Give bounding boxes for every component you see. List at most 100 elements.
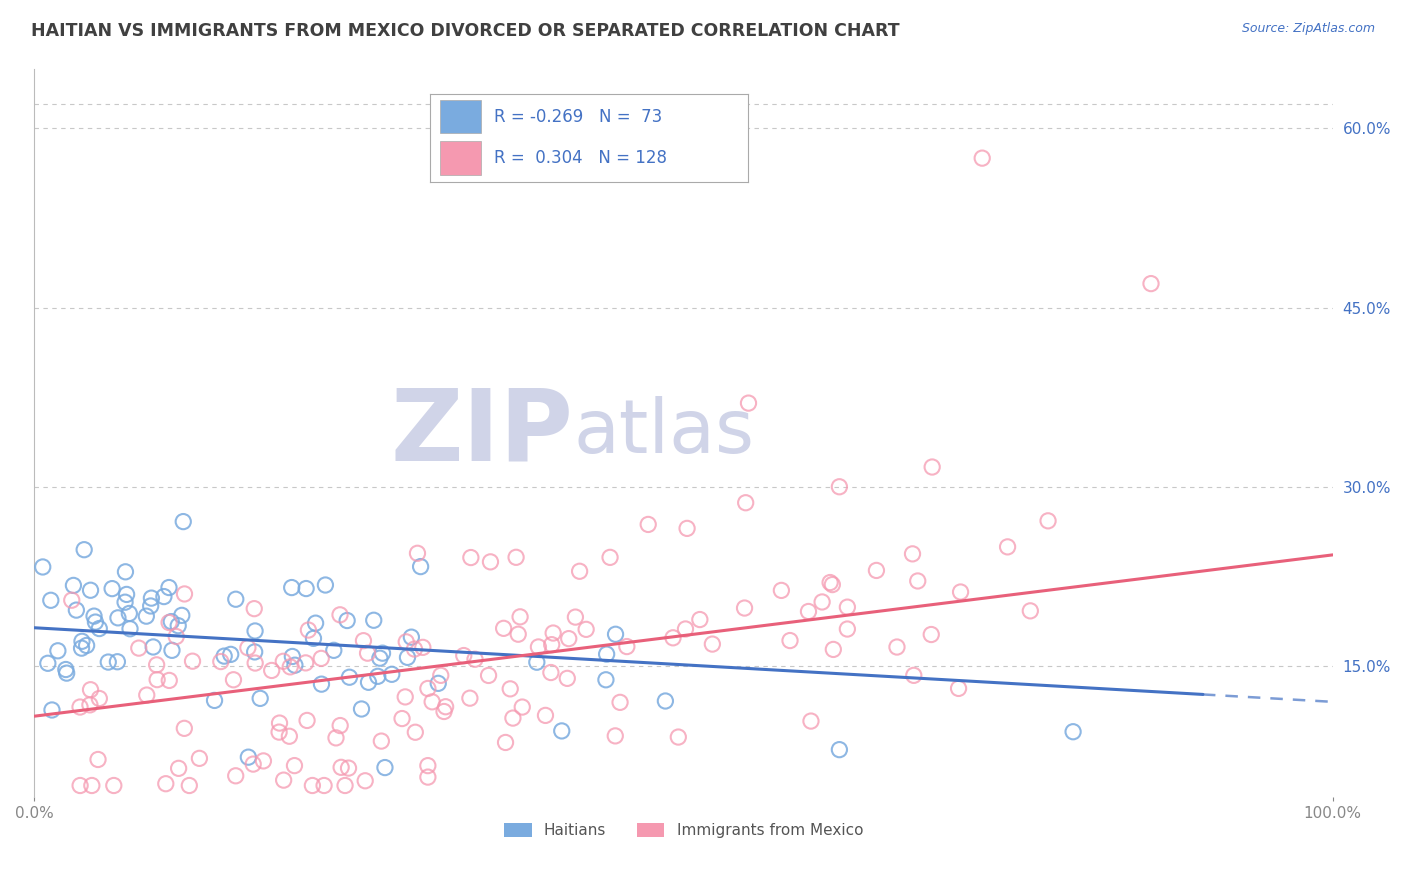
Point bbox=[145, 657, 167, 672]
Point bbox=[675, 622, 697, 636]
Point bbox=[311, 677, 333, 691]
Point bbox=[219, 648, 242, 662]
Point bbox=[173, 587, 195, 601]
Point bbox=[181, 654, 204, 668]
Point bbox=[416, 758, 439, 772]
Point bbox=[269, 716, 291, 731]
Point bbox=[105, 655, 128, 669]
Point bbox=[103, 779, 125, 793]
Point bbox=[460, 550, 482, 565]
Point bbox=[295, 582, 318, 596]
Point bbox=[141, 591, 163, 606]
Point bbox=[811, 595, 834, 609]
Point bbox=[370, 734, 392, 748]
Point bbox=[114, 595, 136, 609]
Point bbox=[118, 607, 141, 621]
Point bbox=[283, 758, 305, 772]
Point bbox=[609, 695, 631, 709]
Point bbox=[69, 779, 91, 793]
Point bbox=[336, 614, 359, 628]
Point bbox=[157, 581, 180, 595]
Point bbox=[616, 640, 638, 654]
Point bbox=[416, 681, 439, 696]
Point bbox=[595, 647, 617, 661]
Point bbox=[666, 730, 689, 744]
Point bbox=[406, 546, 429, 560]
Point bbox=[409, 559, 432, 574]
Point bbox=[453, 648, 475, 663]
Point bbox=[309, 651, 332, 665]
Point bbox=[540, 665, 562, 680]
Point bbox=[146, 673, 169, 687]
Point bbox=[41, 703, 63, 717]
Point bbox=[222, 673, 245, 687]
Point bbox=[242, 757, 264, 772]
Point bbox=[157, 673, 180, 688]
Point bbox=[886, 640, 908, 654]
Legend: Haitians, Immigrants from Mexico: Haitians, Immigrants from Mexico bbox=[498, 817, 869, 845]
Point bbox=[555, 671, 578, 685]
Point bbox=[368, 651, 391, 665]
Point bbox=[167, 761, 190, 775]
Point bbox=[541, 626, 564, 640]
Point bbox=[84, 615, 107, 629]
Point bbox=[278, 660, 301, 674]
Point bbox=[101, 582, 124, 596]
Point bbox=[153, 590, 176, 604]
Point bbox=[284, 658, 307, 673]
Point bbox=[1019, 604, 1042, 618]
Point bbox=[427, 676, 450, 690]
Point bbox=[225, 592, 247, 607]
Point bbox=[212, 649, 235, 664]
Point bbox=[243, 624, 266, 638]
Point bbox=[412, 640, 434, 655]
Point bbox=[391, 712, 413, 726]
Point bbox=[395, 635, 418, 649]
Point bbox=[304, 616, 326, 631]
Point bbox=[39, 593, 62, 607]
Text: atlas: atlas bbox=[574, 396, 754, 469]
Point bbox=[901, 547, 924, 561]
Point bbox=[55, 666, 77, 681]
Point bbox=[115, 587, 138, 601]
Point bbox=[252, 754, 274, 768]
Point bbox=[464, 652, 486, 666]
Point bbox=[527, 640, 550, 654]
Point bbox=[97, 655, 120, 669]
Point bbox=[689, 613, 711, 627]
Point bbox=[79, 583, 101, 598]
Point bbox=[495, 735, 517, 749]
Point bbox=[734, 601, 756, 615]
Point bbox=[734, 496, 756, 510]
Point bbox=[404, 725, 426, 739]
Point bbox=[526, 655, 548, 669]
Point bbox=[188, 751, 211, 765]
Point bbox=[654, 694, 676, 708]
Point bbox=[273, 773, 295, 788]
Point bbox=[949, 585, 972, 599]
Point bbox=[662, 631, 685, 645]
Point bbox=[167, 618, 190, 632]
Point bbox=[605, 729, 627, 743]
Point bbox=[551, 723, 574, 738]
Point bbox=[429, 668, 451, 682]
Point bbox=[172, 515, 194, 529]
Point bbox=[165, 630, 187, 644]
Point bbox=[278, 729, 301, 743]
Point bbox=[907, 574, 929, 588]
Point bbox=[637, 517, 659, 532]
Point bbox=[249, 691, 271, 706]
Point bbox=[564, 610, 586, 624]
Point bbox=[394, 690, 416, 704]
Point bbox=[243, 601, 266, 615]
Point bbox=[509, 610, 531, 624]
Point bbox=[329, 718, 352, 732]
Point bbox=[173, 722, 195, 736]
Point bbox=[534, 708, 557, 723]
Point bbox=[225, 769, 247, 783]
Point bbox=[80, 779, 103, 793]
Point bbox=[821, 577, 844, 591]
Point bbox=[702, 637, 724, 651]
Point bbox=[70, 634, 93, 648]
Point bbox=[70, 641, 93, 656]
